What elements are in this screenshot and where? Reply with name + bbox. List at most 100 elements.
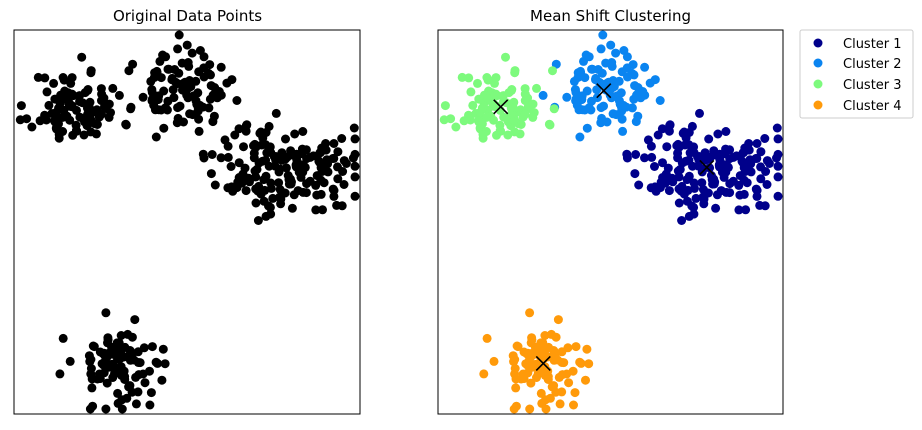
data-point [158,344,168,354]
points-original [15,30,360,414]
data-point [281,163,291,173]
data-point [147,342,157,352]
data-point [86,127,96,137]
data-point [102,378,112,388]
cluster-point [622,149,632,159]
cluster-point [751,154,761,163]
data-point [193,88,203,98]
cluster-point [492,91,502,101]
data-point [232,96,242,105]
data-point [97,359,107,369]
cluster-point [756,147,766,157]
cluster-point [521,359,531,369]
legend-box [799,29,914,119]
data-point [182,40,192,50]
legend: Cluster 1 Cluster 2 Cluster 3 Cluster 4 [799,29,914,119]
data-point [291,160,301,170]
cluster-point [477,119,487,129]
data-point [133,387,143,397]
centroid-marker-cluster-2 [596,83,612,99]
cluster-point [631,150,641,159]
cluster-point [601,85,611,95]
cluster-point [684,171,694,181]
cluster-point [647,152,657,162]
cluster-point [756,174,766,184]
cluster-point [525,404,535,414]
data-point [228,186,238,196]
data-point [339,156,349,166]
data-point [350,134,360,144]
data-point [254,181,264,191]
data-point [257,140,267,150]
cluster-point [506,103,516,113]
cluster-point [687,121,697,131]
data-point [240,163,250,173]
data-point [86,66,96,76]
data-point [234,124,244,134]
data-point [318,205,327,215]
data-point [59,94,69,104]
data-point [205,60,215,70]
legend-label-cluster-2: Cluster 2 [843,57,902,72]
data-point [173,44,183,54]
data-point [108,83,118,93]
data-point [207,150,217,159]
cluster-point [527,348,537,358]
cluster-point [528,99,538,109]
cluster-point [638,87,648,96]
data-point [222,78,232,88]
cluster-point [507,85,516,95]
cluster-point [617,67,627,77]
cluster-point [664,186,674,196]
data-point [49,78,59,88]
data-point [126,102,136,112]
data-point [77,52,87,62]
cluster-point [511,383,521,393]
cluster-point [575,132,585,142]
centroid-marker-cluster-1 [699,159,715,175]
data-point [297,144,307,154]
data-point [180,77,190,87]
cluster-point [563,343,573,353]
data-point [71,126,81,135]
data-point [119,366,129,376]
data-point [33,72,43,82]
cluster-point [489,356,499,366]
data-point [333,147,343,157]
data-point [319,159,329,168]
data-point [130,315,140,325]
cluster-point [721,127,731,136]
data-point [54,130,64,139]
cluster-point [662,142,672,152]
cluster-point [457,72,467,82]
data-point [42,87,52,97]
cluster-point [571,342,581,352]
data-point [311,180,321,190]
data-point [44,100,54,110]
data-point [251,198,261,208]
cluster-point [558,370,567,380]
cluster-point [543,375,553,384]
cluster-point [510,66,520,76]
data-point [75,97,85,107]
cluster-point [525,308,535,318]
cluster-point [587,64,597,74]
data-point [35,116,45,126]
data-point [350,149,360,159]
data-point [214,87,224,96]
cluster-point [581,375,590,385]
cluster-point [677,158,687,168]
cluster-point [584,52,594,62]
cluster-point [756,162,766,172]
data-point [104,99,114,109]
data-point [174,68,184,78]
data-point [68,91,78,101]
data-point [264,121,274,131]
data-point [281,134,290,144]
points-meanshift [439,30,783,414]
data-point [311,205,321,215]
cluster-point [614,76,624,86]
cluster-point [628,60,638,70]
cluster-point [577,91,587,101]
cluster-point [658,158,667,168]
